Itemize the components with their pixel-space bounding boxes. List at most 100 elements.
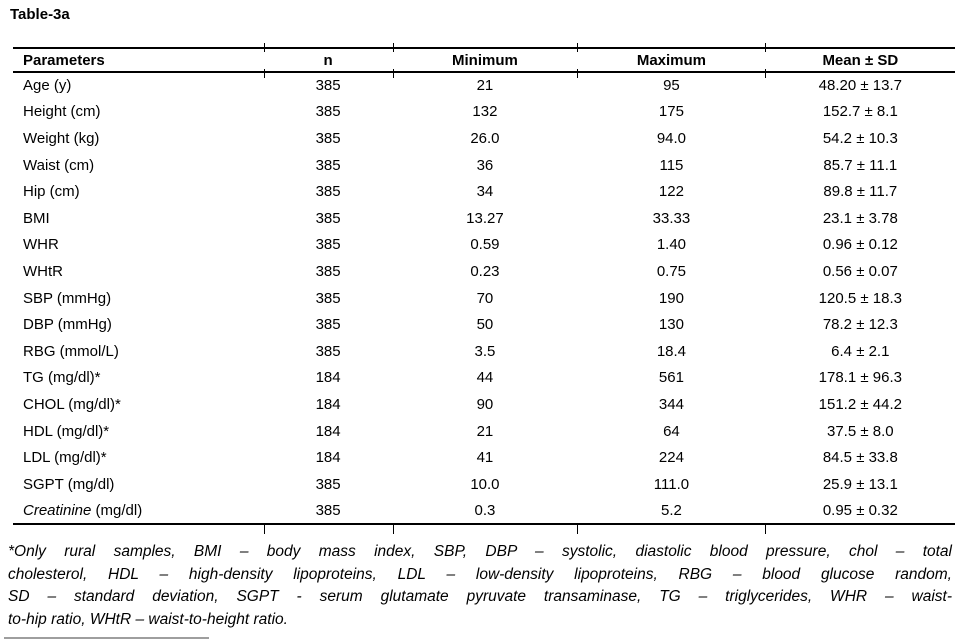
table-caption: Table-3a (10, 6, 70, 23)
minimum-cell: 36 (476, 156, 494, 174)
parameter-cell: RBG (mmol/L) (23, 342, 119, 360)
mean-sd-cell: 178.1 ± 96.3 (818, 369, 902, 387)
mean-sd-cell: 152.7 ± 8.1 (822, 103, 898, 121)
mean-sd-cell: 0.95 ± 0.32 (822, 501, 898, 519)
n-cell: 385 (315, 236, 341, 254)
parameter-cell: TG (mg/dl)* (23, 369, 101, 387)
parameter-cell: BMI (23, 209, 50, 227)
minimum-cell: 50 (476, 316, 494, 334)
cropped-bottom-rule (4, 637, 209, 639)
maximum-cell: 33.33 (652, 209, 691, 227)
maximum-cell: 95 (663, 77, 680, 95)
parameter-cell: WHR (23, 236, 59, 254)
n-cell: 385 (315, 316, 341, 334)
minimum-cell: 44 (476, 369, 494, 387)
minimum-cell: 21 (476, 422, 494, 440)
maximum-cell: 5.2 (661, 501, 682, 519)
table-row: Waist (cm) 385 36 115 85.7 ± 11.1 (13, 152, 955, 179)
mean-sd-cell: 48.20 ± 13.7 (818, 77, 902, 95)
footnote-line: SD – standard deviation, SGPT - serum gl… (8, 588, 952, 606)
minimum-cell: 0.59 (470, 236, 500, 254)
minimum-cell: 0.3 (474, 501, 496, 519)
column-tick (264, 43, 265, 52)
maximum-cell: 344 (658, 395, 684, 413)
maximum-cell: 94.0 (656, 129, 687, 147)
column-tick (264, 69, 265, 78)
parameter-cell: Height (cm) (23, 103, 101, 121)
n-cell: 385 (315, 342, 341, 360)
table-header: Parameters n Minimum Maximum Mean ± SD (13, 48, 955, 72)
table-footnote: *Only rural samples, BMI – body mass ind… (8, 541, 952, 631)
parameter-cell: WHtR (23, 262, 63, 280)
minimum-cell: 132 (472, 103, 498, 121)
parameter-cell: SBP (mmHg) (23, 289, 112, 307)
table-row: SBP (mmHg) 385 70 190 120.5 ± 18.3 (13, 285, 955, 312)
mean-sd-cell: 84.5 ± 33.8 (822, 449, 898, 467)
mean-sd-cell: 151.2 ± 44.2 (818, 395, 902, 413)
minimum-cell: 13.27 (466, 209, 504, 227)
n-cell: 385 (315, 501, 341, 519)
footnote-line: to-hip ratio, WHtR – waist-to-height rat… (8, 610, 288, 628)
table-row: CHOL (mg/dl)* 184 90 344 151.2 ± 44.2 (13, 391, 955, 418)
table-row: WHtR 385 0.23 0.75 0.56 ± 0.07 (13, 258, 955, 285)
parameter-cell: Age (y) (23, 77, 72, 95)
table-row: Height (cm) 385 132 175 152.7 ± 8.1 (13, 99, 955, 126)
maximum-cell: 111.0 (653, 475, 690, 493)
maximum-cell: 190 (658, 289, 684, 307)
table-row: RBG (mmol/L) 385 3.5 18.4 6.4 ± 2.1 (13, 338, 955, 365)
minimum-cell: 3.5 (474, 342, 496, 360)
column-tick (393, 525, 394, 534)
maximum-cell: 122 (658, 183, 684, 201)
statistics-table-wrap: Parameters n Minimum Maximum Mean ± SD A… (13, 43, 955, 534)
n-cell: 184 (315, 449, 341, 467)
parameter-cell: Weight (kg) (23, 129, 100, 147)
maximum-cell: 0.75 (656, 262, 687, 280)
parameter-cell: HDL (mg/dl)* (23, 422, 110, 440)
mean-sd-cell: 78.2 ± 12.3 (822, 316, 898, 334)
header-n: n (323, 51, 333, 69)
mean-sd-cell: 23.1 ± 3.78 (822, 209, 898, 227)
n-cell: 385 (315, 209, 341, 227)
parameter-cell: Creatinine (mg/dl) (23, 501, 143, 519)
n-cell: 385 (315, 77, 341, 95)
table-row: WHR 385 0.59 1.40 0.96 ± 0.12 (13, 232, 955, 259)
column-tick (264, 525, 265, 534)
n-cell: 385 (315, 289, 341, 307)
header-row: Parameters n Minimum Maximum Mean ± SD (13, 48, 955, 72)
statistics-table: Parameters n Minimum Maximum Mean ± SD A… (13, 47, 955, 526)
footnote-line: cholesterol, HDL – high-density lipoprot… (8, 565, 952, 583)
mean-sd-cell: 0.56 ± 0.07 (822, 262, 898, 280)
table-body: Age (y) 385 21 95 48.20 ± 13.7 Height (cm) 385… (13, 72, 955, 524)
maximum-cell: 561 (658, 369, 684, 387)
table-row: DBP (mmHg) 385 50 130 78.2 ± 12.3 (13, 311, 955, 338)
n-cell: 385 (315, 262, 341, 280)
header-mean-sd: Mean ± SD (822, 51, 899, 69)
minimum-cell: 26.0 (470, 129, 500, 147)
table-row: SGPT (mg/dl) 385 10.0 111.0 25.9 ± 13.1 (13, 471, 955, 498)
mean-sd-cell: 85.7 ± 11.1 (823, 156, 898, 174)
parameter-cell: CHOL (mg/dl)* (23, 395, 121, 413)
parameter-cell: SGPT (mg/dl) (23, 475, 115, 493)
minimum-cell: 41 (476, 449, 494, 467)
minimum-cell: 70 (476, 289, 494, 307)
mean-sd-cell: 37.5 ± 8.0 (827, 422, 894, 440)
mean-sd-cell: 89.8 ± 11.7 (823, 183, 898, 201)
column-tick (393, 43, 394, 52)
n-cell: 385 (315, 156, 341, 174)
minimum-cell: 21 (476, 77, 494, 95)
n-cell: 184 (315, 422, 341, 440)
n-cell: 385 (315, 183, 341, 201)
minimum-cell: 10.0 (470, 475, 500, 493)
mean-sd-cell: 25.9 ± 13.1 (822, 475, 898, 493)
column-tick (765, 69, 766, 78)
mean-sd-cell: 6.4 ± 2.1 (831, 342, 890, 360)
maximum-cell: 224 (658, 449, 684, 467)
header-minimum: Minimum (452, 51, 518, 69)
mean-sd-cell: 0.96 ± 0.12 (822, 236, 898, 254)
n-cell: 385 (315, 129, 341, 147)
maximum-cell: 64 (663, 422, 680, 440)
table-row: Creatinine (mg/dl) 385 0.3 5.2 0.95 ± 0.32 (13, 498, 955, 525)
minimum-cell: 34 (476, 183, 494, 201)
maximum-cell: 1.40 (656, 236, 687, 254)
